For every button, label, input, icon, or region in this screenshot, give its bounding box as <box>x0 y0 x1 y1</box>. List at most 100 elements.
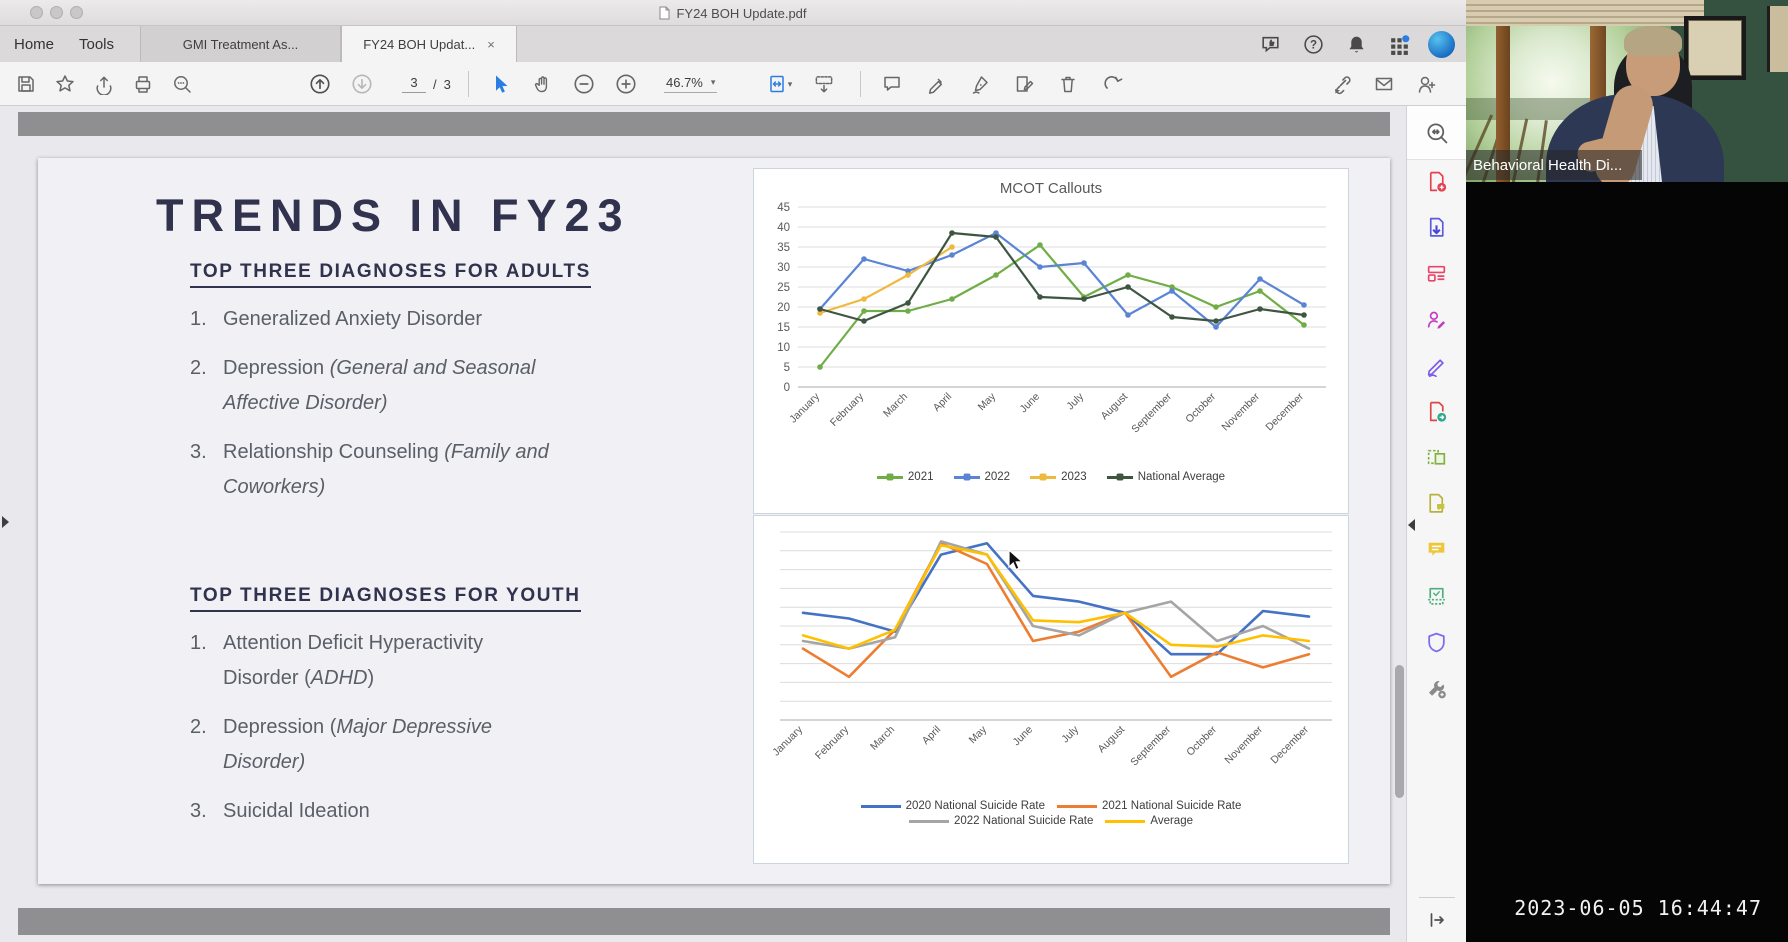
svg-text:November: November <box>1222 723 1265 766</box>
help-icon[interactable]: ? <box>1299 30 1327 58</box>
add-people-icon[interactable] <box>1412 70 1440 98</box>
previous-page-edge <box>18 112 1390 136</box>
svg-text:35: 35 <box>777 242 790 254</box>
apps-grid-icon[interactable] <box>1385 30 1413 58</box>
edit-page-icon[interactable] <box>1010 70 1038 98</box>
send-for-review-button[interactable] <box>1422 396 1452 426</box>
notifications-bell-icon[interactable] <box>1342 30 1370 58</box>
svg-text:August: August <box>1099 391 1131 423</box>
page-number-input[interactable]: 3 <box>402 75 426 93</box>
list-number: 2. <box>190 357 207 379</box>
add-comments-doc-button[interactable] <box>1422 488 1452 518</box>
tools-menu[interactable]: Tools <box>79 35 115 53</box>
list-item: 1. Generalized Anxiety Disorder <box>190 302 765 337</box>
search-tools-button[interactable] <box>1407 106 1466 160</box>
fill-and-sign-button[interactable] <box>1422 350 1452 380</box>
close-tab-icon[interactable]: × <box>487 36 495 52</box>
edit-pdf-button[interactable] <box>1422 442 1452 472</box>
fill-sign-icon[interactable] <box>966 70 994 98</box>
tab-label: GMI Treatment As... <box>182 36 299 52</box>
svg-text:40: 40 <box>777 222 790 234</box>
get-link-icon[interactable] <box>1328 70 1356 98</box>
list-item: 2. Depression (Major Depressive Disorder) <box>190 710 765 780</box>
right-pane-toggle-icon[interactable] <box>1408 519 1415 531</box>
close-window-button[interactable] <box>30 6 43 19</box>
svg-text:June: June <box>1011 724 1036 749</box>
svg-text:May: May <box>967 723 990 746</box>
delete-pages-icon[interactable] <box>1054 70 1082 98</box>
tab-fy24-boh[interactable]: FY24 BOH Updat... × <box>341 26 517 62</box>
pdf-page: TRENDS IN FY23 TOP THREE DIAGNOSES FOR A… <box>38 158 1390 884</box>
webcam-video[interactable]: Behavioral Health Di... <box>1466 0 1788 182</box>
request-signatures-button[interactable] <box>1422 304 1452 334</box>
svg-text:10: 10 <box>777 342 790 354</box>
save-icon[interactable] <box>12 70 40 98</box>
svg-text:October: October <box>1183 390 1218 425</box>
svg-text:December: December <box>1263 390 1306 433</box>
protect-button[interactable] <box>1422 627 1452 657</box>
star-favorite-icon[interactable] <box>51 70 79 98</box>
chart-plot: 0 5 10 15 20 25 30 35 40 45 January February March Ap… <box>777 180 1326 435</box>
previous-page-icon[interactable] <box>306 70 334 98</box>
hand-tool-icon[interactable] <box>528 70 556 98</box>
svg-text:October: October <box>1184 723 1219 758</box>
list-number: 3. <box>190 800 207 822</box>
comment-icon[interactable] <box>878 70 906 98</box>
home-menu[interactable]: Home <box>14 35 55 53</box>
zoom-level-value: 46.7% <box>666 75 703 90</box>
comment-tool-button[interactable] <box>1422 534 1452 564</box>
svg-text:April: April <box>931 391 954 414</box>
tab-gmi-treatment[interactable]: GMI Treatment As... <box>140 26 341 62</box>
print-icon[interactable] <box>129 70 157 98</box>
zoom-in-icon[interactable] <box>612 70 640 98</box>
svg-text:July: July <box>1059 723 1081 745</box>
scroll-mode-icon[interactable] <box>810 70 838 98</box>
rotate-icon[interactable] <box>1098 70 1126 98</box>
svg-text:30: 30 <box>777 262 790 274</box>
scan-ocr-button[interactable] <box>1422 580 1452 610</box>
share-file-icon[interactable] <box>90 70 118 98</box>
list-item: 1. Attention Deficit Hyperactivity Disorde… <box>190 626 765 696</box>
search-tools-icon <box>1426 122 1447 143</box>
svg-text:May: May <box>976 390 999 413</box>
email-icon[interactable] <box>1370 70 1398 98</box>
zoom-window-button[interactable] <box>70 6 83 19</box>
next-page-icon[interactable] <box>348 70 376 98</box>
svg-text:September: September <box>1129 390 1174 435</box>
legend-item: 2020 National Suicide Rate <box>860 800 1045 812</box>
list-number: 2. <box>190 716 207 738</box>
fit-width-icon[interactable]: ▾ <box>760 70 798 98</box>
section-heading: TOP THREE DIAGNOSES FOR ADULTS <box>190 261 591 288</box>
svg-text:December: December <box>1268 723 1311 766</box>
organize-pages-button[interactable] <box>1422 258 1452 288</box>
export-pdf-button[interactable] <box>1422 212 1452 242</box>
wall-frame <box>1767 6 1788 72</box>
feedback-icon[interactable] <box>1256 30 1284 58</box>
zoom-level-dropdown[interactable]: 46.7% ▾ <box>664 75 718 93</box>
account-avatar[interactable] <box>1428 30 1455 58</box>
zoom-out-icon[interactable] <box>570 70 598 98</box>
svg-text:March: March <box>881 391 910 420</box>
page-total: 3 <box>443 76 451 92</box>
create-pdf-button[interactable] <box>1422 166 1452 196</box>
more-tools-button[interactable] <box>1422 673 1452 703</box>
svg-text:November: November <box>1219 390 1262 433</box>
find-icon[interactable] <box>168 70 196 98</box>
svg-text:April: April <box>920 724 943 747</box>
svg-text:September: September <box>1128 723 1173 768</box>
page-bottom-edge <box>18 908 1390 935</box>
select-tool-icon[interactable] <box>486 70 514 98</box>
vertical-scrollbar-thumb[interactable] <box>1395 665 1404 798</box>
suicide-rate-chart: January February March April May June July Augu… <box>753 515 1349 864</box>
svg-text:August: August <box>1096 724 1128 756</box>
left-pane-toggle-icon[interactable] <box>2 516 9 528</box>
expand-panel-button[interactable] <box>1423 906 1451 934</box>
legend-item: 2021 <box>876 471 934 483</box>
document-canvas[interactable]: TRENDS IN FY23 TOP THREE DIAGNOSES FOR A… <box>0 106 1406 942</box>
adults-section: TOP THREE DIAGNOSES FOR ADULTS 1. Generali… <box>190 261 765 519</box>
minimize-window-button[interactable] <box>50 6 63 19</box>
highlight-icon[interactable] <box>922 70 950 98</box>
meeting-video-panel[interactable]: Behavioral Health Di... 2023-06-05 16:44… <box>1466 0 1788 942</box>
legend-item: Average <box>1105 815 1193 827</box>
